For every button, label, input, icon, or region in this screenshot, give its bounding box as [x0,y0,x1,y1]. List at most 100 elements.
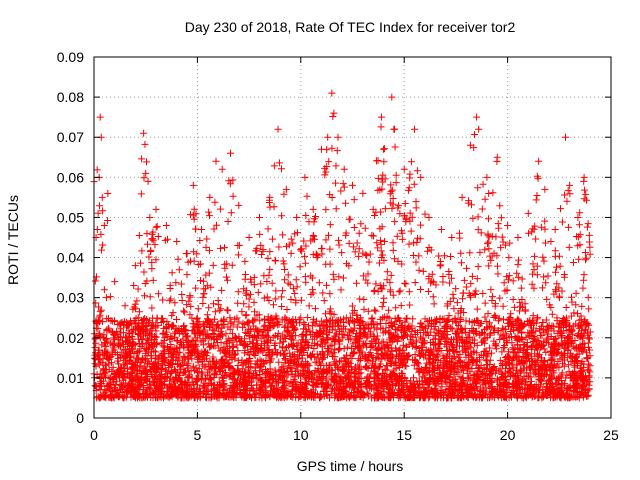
data-point [435,252,443,260]
data-point [364,279,372,287]
data-point [266,203,274,211]
data-point [152,223,160,231]
data-point [284,271,292,279]
data-point [149,236,157,244]
data-point [582,254,590,262]
data-point [221,244,229,252]
data-point [450,305,458,313]
data-point [421,210,429,218]
data-point [361,224,369,232]
data-point [547,237,555,245]
data-point [196,236,204,244]
data-point [479,289,487,297]
data-point [533,191,541,199]
data-point [242,311,250,319]
data-point [287,249,295,257]
data-point [471,131,479,139]
data-point [293,283,301,291]
data-point [466,249,474,257]
data-point [200,277,208,285]
data-point [556,262,564,270]
data-point [209,300,217,308]
data-point [308,286,316,294]
data-point [360,305,368,313]
data-point [175,266,183,274]
data-point [340,183,348,191]
data-point [474,213,482,221]
data-point [169,321,177,329]
data-point [205,208,213,216]
data-point [458,329,466,337]
data-point [368,314,376,322]
data-point [492,233,500,241]
data-point [289,327,297,335]
data-point [568,293,576,301]
data-point [194,305,202,313]
data-point [413,167,421,175]
data-point [195,261,203,269]
data-point [177,280,185,288]
data-point [391,143,399,151]
data-point [405,240,413,248]
data-point [357,220,365,228]
data-point [446,279,454,287]
data-point [489,189,497,197]
data-point [318,250,326,258]
data-point [148,235,156,243]
data-point [97,246,105,254]
data-point [530,284,538,292]
data-point [498,324,506,332]
data-point [207,283,215,291]
data-point [583,223,591,231]
data-point [310,218,318,226]
data-point [301,273,309,281]
data-point [467,280,475,288]
data-point [326,245,334,253]
data-point [225,177,233,185]
data-point [494,262,502,270]
data-point [415,252,423,260]
data-point [278,165,286,173]
data-point [374,244,382,252]
data-point [304,313,312,321]
data-point [240,300,248,308]
data-point [151,241,159,249]
data-point [485,189,493,197]
data-point [238,308,246,316]
data-point [362,364,370,372]
data-point [93,166,101,174]
data-point [402,280,410,288]
data-point [380,145,388,153]
data-point [216,244,224,252]
data-point [374,156,382,164]
data-point [576,209,584,217]
data-point [427,279,435,287]
data-point [332,162,340,170]
data-point [173,337,181,345]
data-point [585,360,593,368]
data-point [91,277,99,285]
data-point [140,292,148,300]
data-point [314,252,322,260]
data-point [505,276,513,284]
data-point [168,269,176,277]
data-point [496,336,504,344]
data-point [234,251,242,259]
data-point [142,158,150,166]
data-point [205,247,213,255]
data-point [339,180,347,188]
data-point [478,205,486,213]
data-point [192,284,200,292]
data-point [380,294,388,302]
data-point [541,217,549,225]
data-point [537,223,545,231]
data-point [497,214,505,222]
data-point [372,307,380,315]
data-point [190,215,198,223]
data-point [234,288,242,296]
data-point [355,229,363,237]
data-point [511,303,519,311]
data-point [541,225,549,233]
data-point [234,299,242,307]
